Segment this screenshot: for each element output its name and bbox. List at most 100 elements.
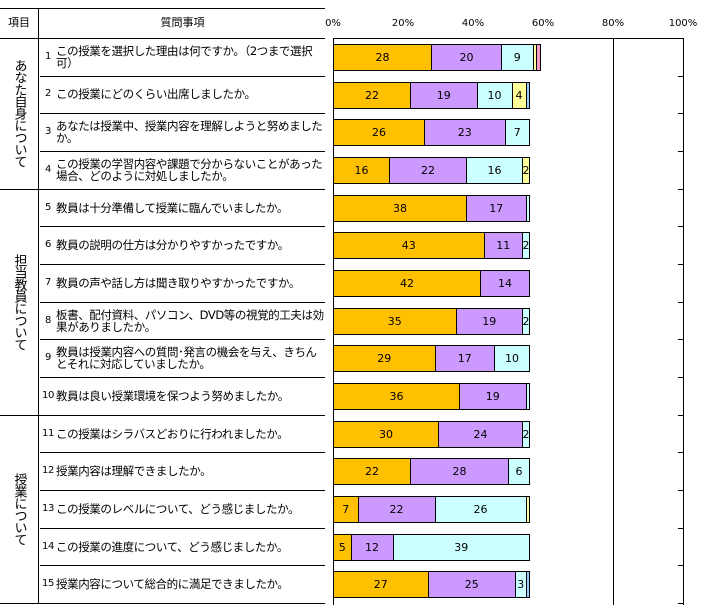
x-tick-label: 0% — [325, 18, 341, 29]
question-number: 8 — [45, 314, 51, 326]
question-row: 8 板書、配付資料、パソコン、DVD等の視覚的工夫は効果がありましたか。 — [40, 302, 325, 340]
row-divider — [40, 151, 325, 152]
question-row: 12 授業内容は理解できましたか。 — [40, 452, 325, 490]
axis-tick — [678, 565, 683, 566]
question-row: 6 教員の説明の仕方は分かりやすかったですか。 — [40, 226, 325, 264]
x-tick-label: 80% — [601, 18, 625, 29]
question-number: 10 — [42, 389, 54, 401]
bar-segment — [525, 383, 530, 411]
bar-segment: 7 — [333, 496, 359, 524]
bar-segment: 23 — [424, 119, 506, 147]
question-number: 2 — [45, 88, 51, 100]
question-row: 11 この授業はシラバスどおりに行われましたか。 — [40, 415, 325, 453]
bar-segment: 7 — [504, 119, 530, 147]
row-divider — [40, 226, 325, 227]
axis-tick — [678, 113, 683, 114]
axis-tick — [678, 226, 683, 227]
bar-segment: 6 — [508, 458, 530, 486]
bar-segment: 19 — [459, 383, 527, 411]
bar-segment: 22 — [333, 458, 411, 486]
question-row: 4 この授業の学習内容や課題で分からないことがあった場合、どのように対処しましたか… — [40, 151, 325, 189]
bar-segment: 14 — [480, 270, 530, 298]
question-text: 板書、配付資料、パソコン、DVD等の視覚的工夫は効果がありましたか。 — [56, 307, 324, 334]
axis-tick — [678, 603, 683, 604]
row-divider — [40, 76, 325, 77]
axis-tick — [678, 302, 683, 303]
question-text: 教員は良い授業環境を保つよう努めましたか。 — [56, 388, 289, 403]
bar-segment — [525, 496, 530, 524]
question-text: 教員は十分準備して授業に臨んでいましたか。 — [56, 200, 288, 215]
bar-segment: 10 — [494, 345, 530, 373]
bar-segment: 5 — [333, 533, 352, 561]
question-row: 14 この授業の進度について、どう感じましたか。 — [40, 528, 325, 566]
bar-segment — [536, 44, 541, 71]
question-text: この授業の進度について、どう感じましたか。 — [56, 539, 288, 554]
x-tick-label: 60% — [531, 18, 555, 29]
row-divider — [40, 490, 325, 491]
question-row: 13 この授業のレベルについて、どう感じましたか。 — [40, 490, 325, 528]
axis-tick — [678, 377, 683, 378]
question-number: 3 — [45, 126, 51, 138]
bar-segment: 9 — [501, 44, 534, 71]
question-number: 1 — [45, 50, 51, 62]
bar-segment: 25 — [427, 571, 516, 599]
bar-segment: 4 — [511, 81, 527, 109]
question-row: 1 この授業を選択した理由は何ですか。（2つまで選択可） — [40, 38, 325, 76]
bar-segment: 39 — [392, 533, 530, 561]
bar-segment: 36 — [333, 383, 460, 411]
bar-segment: 11 — [483, 232, 523, 260]
table-column-divider — [38, 8, 39, 604]
question-text: 授業内容について総合的に満足できましたか。 — [56, 577, 289, 592]
question-row: 15 授業内容について総合的に満足できましたか。 — [40, 565, 325, 603]
header-divider — [0, 38, 325, 39]
bar-segment: 26 — [333, 119, 425, 147]
axis-tick — [678, 189, 683, 190]
section-label: あなた自身について — [11, 59, 27, 168]
bar-segment: 24 — [438, 420, 523, 448]
question-number: 14 — [42, 540, 54, 552]
bar-segment: 28 — [410, 458, 509, 486]
question-number: 6 — [45, 239, 51, 251]
item-column-header: 項目 — [8, 16, 30, 29]
row-divider — [40, 264, 325, 265]
axis-tick — [678, 528, 683, 529]
row-divider — [40, 565, 325, 566]
question-text: この授業を選択した理由は何ですか。（2つまで選択可） — [56, 43, 313, 70]
bar-segment: 22 — [389, 157, 467, 184]
question-row: 10 教員は良い授業環境を保つよう努めましたか。 — [40, 377, 325, 415]
bar-segment: 2 — [522, 232, 530, 260]
bar-segment: 22 — [357, 496, 436, 524]
bar-segment: 2 — [522, 157, 530, 184]
axis-tick — [678, 151, 683, 152]
question-text: 授業内容は理解できましたか。 — [56, 464, 212, 479]
bar-segment: 19 — [410, 81, 478, 109]
bar-segment: 17 — [466, 194, 527, 222]
bar-segment: 35 — [333, 307, 457, 335]
row-divider — [40, 603, 325, 604]
question-text: 教員の声や話し方は聞き取りやすかったですか。 — [56, 275, 300, 290]
bar-segment: 28 — [333, 44, 432, 71]
bar-segment: 43 — [333, 232, 485, 260]
axis-tick — [678, 452, 683, 453]
bar-segment — [525, 194, 530, 222]
axis-tick — [678, 415, 683, 416]
row-divider — [40, 189, 325, 190]
question-text: この授業のレベルについて、どう感じましたか。 — [56, 501, 300, 516]
bar-segment: 16 — [333, 157, 390, 184]
question-row: 2 この授業にどのくらい出席しましたか。 — [40, 76, 325, 114]
question-row: 7 教員の声や話し方は聞き取りやすかったですか。 — [40, 264, 325, 302]
question-number: 13 — [42, 502, 54, 514]
bar-segment: 2 — [522, 307, 530, 335]
row-divider — [40, 113, 325, 114]
question-number: 5 — [45, 201, 51, 213]
axis-tick — [678, 76, 683, 77]
question-text: この授業にどのくらい出席しましたか。 — [56, 87, 256, 102]
bar-segment: 12 — [350, 533, 394, 561]
bar-segment: 26 — [434, 496, 527, 524]
x-tick-label: 40% — [461, 18, 485, 29]
question-column-header: 質問事項 — [160, 16, 205, 29]
question-row: 3 あなたは授業中、授業内容を理解しようと努めましたか。 — [40, 113, 325, 151]
question-number: 7 — [45, 276, 51, 288]
gridline-80 — [613, 38, 614, 606]
